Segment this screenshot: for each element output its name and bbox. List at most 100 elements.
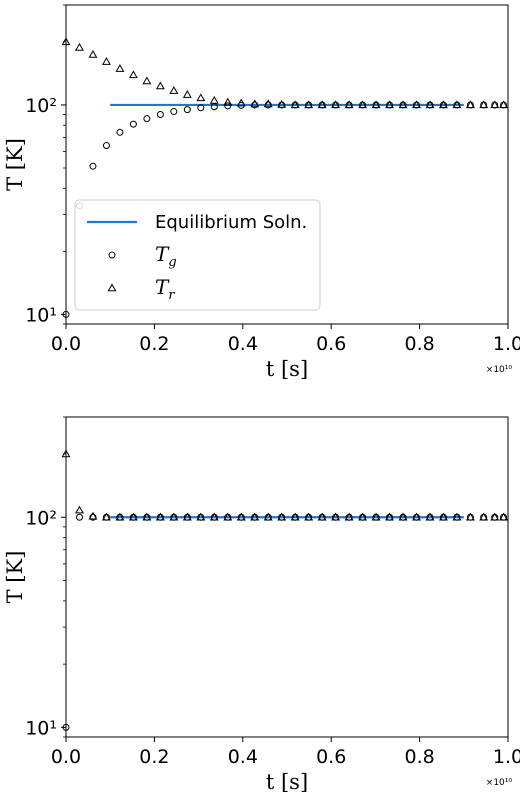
x-tick-label: 1.0 [493,333,520,355]
data-point-triangle [155,81,165,90]
data-point-triangle [385,100,395,109]
data-point-triangle [331,512,341,521]
data-point-triangle [358,512,368,521]
series-circle [62,513,508,731]
data-point-triangle [304,512,314,521]
data-point-triangle [452,100,462,109]
data-point-triangle [277,99,287,108]
data-point-triangle [490,512,500,521]
data-point-circle [62,723,70,731]
data-point-triangle [61,37,71,46]
x-multiplier: ×10¹⁰ [486,778,513,788]
legend-box [74,199,321,311]
data-point-triangle [465,512,475,521]
data-point-circle [210,103,218,111]
data-point-triangle [344,100,354,109]
data-point-triangle [142,76,152,85]
x-tick-label: 0.4 [228,746,258,768]
x-axis-label: t [s] [266,770,308,793]
data-point-triangle [479,100,489,109]
data-point-triangle [331,100,341,109]
x-axis-label: t [s] [266,357,308,381]
data-point-triangle [75,505,84,514]
data-point-triangle [465,100,475,109]
data-point-circle [170,108,178,116]
legend-circle-marker [108,251,116,259]
data-point-triangle [277,512,287,521]
data-point-triangle [317,100,327,109]
data-point-triangle [155,512,165,521]
x-multiplier: ×10¹⁰ [486,365,513,375]
x-tick-label: 0.6 [316,746,346,768]
data-point-triangle [263,512,273,521]
data-point-triangle [317,512,327,521]
data-point-triangle [371,100,381,109]
data-point-triangle [479,512,489,521]
data-point-triangle [128,70,138,79]
data-point-triangle [499,100,509,109]
x-tick-label: 0.4 [228,333,258,355]
data-point-triangle [425,100,435,109]
data-point-triangle [398,100,408,109]
data-point-circle [102,142,110,150]
data-point-circle [197,104,205,112]
data-point-circle [224,102,232,110]
y-axis-label: T [K] [3,138,27,191]
data-point-triangle [304,100,314,109]
data-point-triangle [169,86,179,94]
x-tick-label: 0.2 [139,746,169,768]
data-point-triangle [182,512,192,521]
data-point-circle [62,310,70,318]
data-point-triangle [88,511,98,520]
series-triangle [61,37,509,109]
series-triangle [61,449,509,521]
data-point-triangle [490,100,500,109]
data-point-triangle [398,512,408,521]
data-point-triangle [250,512,260,521]
data-point-triangle [385,512,395,521]
data-point-triangle [196,93,206,102]
data-point-triangle [209,512,219,521]
legend-label: Equilibrium Soln. [155,212,307,233]
data-point-triangle [115,512,125,521]
x-tick-label: 0.6 [316,333,346,355]
plot-frame [65,4,509,325]
data-point-circle [156,111,164,119]
data-point-triangle [223,512,233,521]
y-axis-label: T [K] [3,551,27,604]
data-point-triangle [61,449,71,458]
data-point-triangle [128,512,138,521]
y-tick-label: 10² [25,507,57,529]
chart-panel-1: 0.0 0.2 0.4 0.6 0.8 1.0 10¹ 10² t [s] T [K] ×10¹⁰ E… [3,4,520,381]
chart-panel-2: 0.0 0.2 0.4 0.6 0.8 1.0 10¹ 10² t [s] T [K] ×10¹⁰ [3,416,520,793]
data-point-triangle [196,512,206,521]
y-tick-label: 10¹ [25,304,57,326]
x-tick-label: 0.0 [51,333,81,355]
data-point-triangle [439,100,448,109]
data-point-triangle [101,512,111,521]
data-point-circle [75,513,83,521]
x-tick-label: 0.8 [404,333,434,355]
data-point-triangle [236,512,246,521]
legend-triangle-marker [107,283,117,292]
data-point-triangle [439,512,448,521]
x-tick-label: 1.0 [493,746,520,768]
data-point-circle [143,115,151,123]
data-point-triangle [412,100,421,109]
x-tick-label: 0.2 [139,333,169,355]
data-point-triangle [88,49,98,58]
x-tick-label: 0.8 [404,746,434,768]
plot-frame [65,416,509,738]
data-point-triangle [290,100,300,109]
data-point-circle [116,128,124,136]
data-point-triangle [182,90,192,98]
data-point-triangle [425,512,435,521]
data-point-circle [183,106,191,114]
data-point-triangle [412,512,421,521]
data-point-triangle [290,512,300,521]
data-point-triangle [236,98,246,107]
y-tick-label: 10² [25,95,57,117]
data-point-triangle [250,99,260,108]
